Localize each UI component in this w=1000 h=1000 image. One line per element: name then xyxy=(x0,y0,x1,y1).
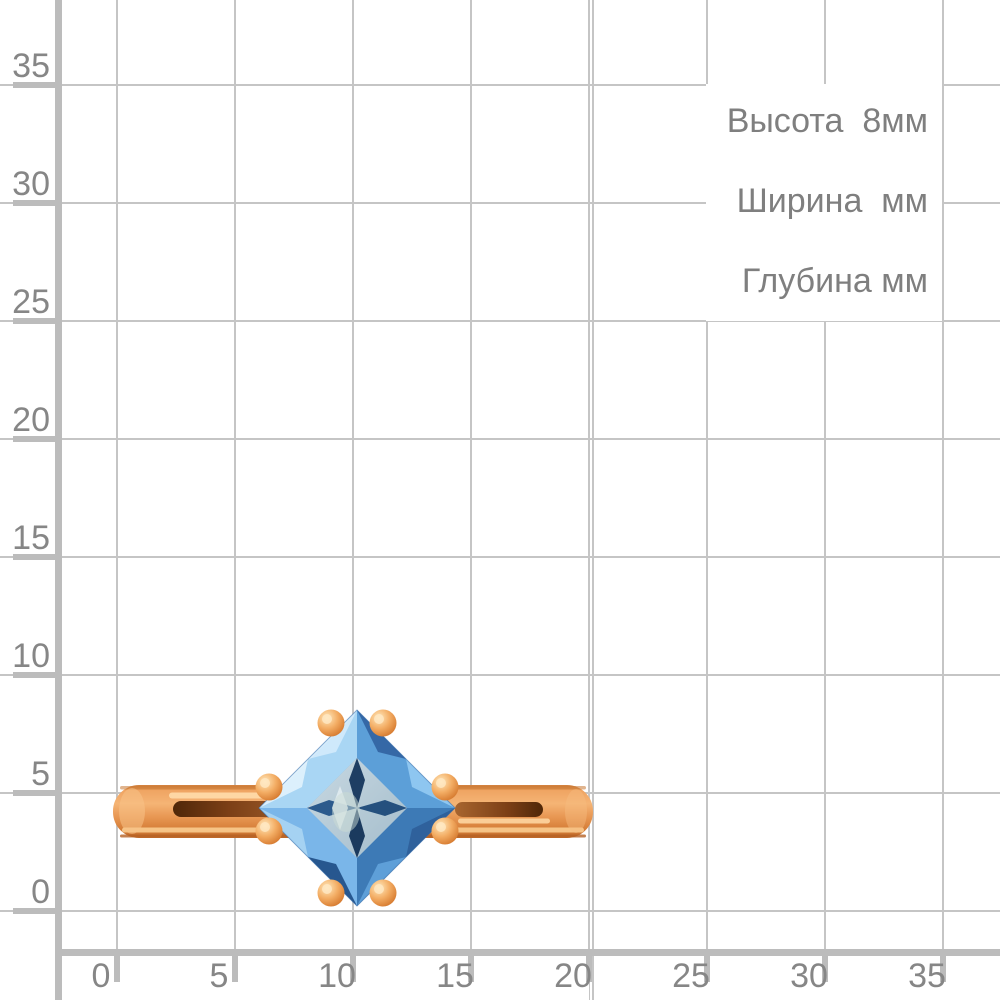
x-axis-label: 20 xyxy=(554,957,592,995)
gridline-vertical xyxy=(942,0,944,950)
y-ruler-tick xyxy=(13,82,55,88)
dimension-width-label: Ширина мм xyxy=(736,182,928,220)
gridline-horizontal xyxy=(0,674,1000,676)
prongs xyxy=(255,709,459,907)
y-ruler-tick xyxy=(13,318,55,324)
gridline-horizontal xyxy=(0,556,1000,558)
y-ruler-tick xyxy=(13,672,55,678)
y-axis-label: 35 xyxy=(12,47,50,85)
x-axis-label: 35 xyxy=(908,957,946,995)
y-axis-label: 0 xyxy=(31,873,50,911)
x-axis-label: 30 xyxy=(790,957,828,995)
gridline-horizontal xyxy=(0,84,1000,86)
gridline-horizontal xyxy=(0,438,1000,440)
gridline-vertical xyxy=(234,0,236,950)
gridline-vertical xyxy=(824,0,826,950)
x-ruler-bar xyxy=(55,949,1000,956)
gridline-vertical-seam xyxy=(592,0,594,1000)
gridline-vertical xyxy=(352,0,354,950)
x-ruler-tick xyxy=(468,956,474,982)
x-ruler-tick xyxy=(232,956,238,982)
x-axis-label: 25 xyxy=(672,957,710,995)
y-ruler-tick xyxy=(13,200,55,206)
dimension-height-label: Высота 8мм xyxy=(726,102,928,140)
y-ruler-tick xyxy=(13,554,55,560)
gridline-vertical xyxy=(588,0,590,950)
gem xyxy=(258,709,456,907)
dimensions-panel: Высота 8мм Ширина мм Глубина мм xyxy=(706,84,942,321)
y-axis-label: 20 xyxy=(12,401,50,439)
gridline-horizontal xyxy=(0,202,1000,204)
y-ruler-tick xyxy=(13,790,55,796)
y-axis-label: 5 xyxy=(31,755,50,793)
gridline-horizontal xyxy=(0,320,1000,322)
x-ruler-tick xyxy=(586,956,592,982)
y-ruler-bar xyxy=(55,0,62,1000)
x-ruler-tick xyxy=(940,956,946,982)
x-axis-label: 10 xyxy=(318,957,356,995)
dimension-depth-label: Глубина мм xyxy=(741,262,928,300)
y-ruler-tick xyxy=(13,908,55,914)
gridline-vertical xyxy=(706,0,708,950)
gridline-vertical xyxy=(470,0,472,950)
ring-image xyxy=(113,709,593,907)
x-axis-label: 0 xyxy=(91,957,111,995)
x-ruler-tick xyxy=(114,956,120,982)
y-axis-label: 15 xyxy=(12,519,50,557)
x-axis-label: 15 xyxy=(436,957,474,995)
y-axis-label: 10 xyxy=(12,637,50,675)
gridline-horizontal xyxy=(0,910,1000,912)
x-ruler-tick xyxy=(822,956,828,982)
gridline-vertical xyxy=(116,0,118,950)
x-ruler-tick xyxy=(704,956,710,982)
y-axis-label: 30 xyxy=(12,165,50,203)
x-ruler-tick xyxy=(350,956,356,982)
y-ruler-tick xyxy=(13,436,55,442)
x-axis-label: 5 xyxy=(209,957,229,995)
y-axis-label: 25 xyxy=(12,283,50,321)
